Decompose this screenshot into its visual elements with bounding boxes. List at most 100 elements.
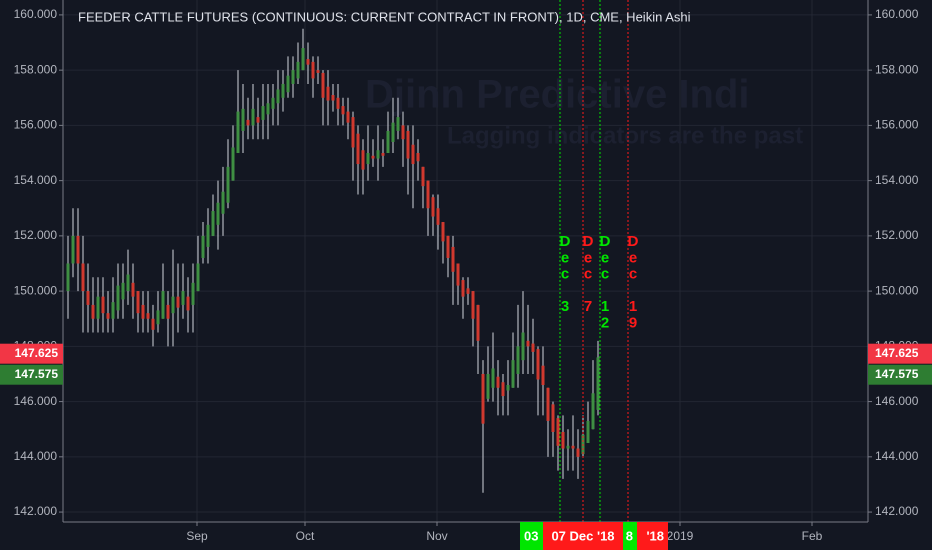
candle-body	[241, 108, 245, 131]
candle-body	[116, 285, 120, 311]
x-tick-label: Oct	[296, 529, 315, 543]
y-tick-label: 150.000	[875, 283, 919, 297]
candle-body	[451, 246, 455, 272]
candle-body	[211, 211, 215, 236]
candle-body	[381, 153, 385, 156]
y-tick-label: 142.000	[14, 504, 58, 518]
candle-body	[506, 385, 510, 391]
candle-body	[336, 97, 340, 109]
candle-body	[206, 224, 210, 247]
candle-body	[111, 302, 115, 319]
candle-body	[586, 420, 590, 444]
candle-body	[296, 61, 300, 79]
candle-body	[141, 304, 145, 319]
candle-body	[236, 111, 240, 154]
x-tick-label: Sep	[186, 529, 208, 543]
y-tick-label: 156.000	[875, 118, 919, 132]
candle-body	[301, 48, 305, 71]
candle-body	[406, 130, 410, 159]
y-tick-label: 144.000	[875, 449, 919, 463]
candle-body	[386, 130, 390, 154]
candle-body	[471, 291, 475, 319]
candle-body	[146, 313, 150, 319]
price-tag-label: 147.575	[875, 367, 919, 381]
candle-body	[196, 263, 200, 292]
candle-body	[71, 235, 75, 264]
x-tick-label: 2019	[667, 529, 694, 543]
candle-body	[536, 349, 540, 380]
date-axis-label: 03	[524, 528, 538, 543]
candle-body	[126, 274, 130, 292]
candle-body	[441, 222, 445, 242]
y-tick-label: 150.000	[14, 283, 58, 297]
candle-body	[396, 117, 400, 131]
candle-body	[156, 310, 160, 325]
candle-body	[286, 75, 290, 93]
candle-body	[531, 343, 535, 352]
y-tick-label: 152.000	[875, 228, 919, 242]
y-tick-label: 158.000	[875, 62, 919, 76]
candle-body	[136, 291, 140, 314]
candle-body	[366, 153, 370, 165]
candle-body	[261, 106, 265, 120]
candle-body	[541, 365, 545, 386]
candle-body	[496, 376, 500, 388]
candle-body	[546, 387, 550, 421]
candle-body	[466, 288, 470, 294]
candle-body	[431, 197, 435, 217]
y-tick-label: 146.000	[875, 394, 919, 408]
candle-body	[171, 296, 175, 314]
candle-body	[201, 235, 205, 258]
candle-body	[416, 153, 420, 162]
candle-body	[281, 83, 285, 98]
candle-body	[556, 418, 560, 446]
candle-body	[326, 86, 330, 101]
candle-body	[151, 318, 155, 330]
candle-body	[361, 150, 365, 170]
candle-body	[181, 291, 185, 305]
date-axis-box	[543, 522, 623, 550]
candle-body	[311, 61, 315, 79]
y-tick-label: 158.000	[14, 62, 58, 76]
candle-body	[346, 111, 350, 123]
candle-body	[376, 150, 380, 159]
candle-body	[596, 357, 600, 410]
candle-body	[216, 202, 220, 225]
price-tag-label: 147.625	[15, 346, 59, 360]
y-tick-label: 160.000	[14, 7, 58, 21]
candle-body	[411, 144, 415, 165]
price-tag	[0, 343, 63, 364]
candle-body	[356, 133, 360, 165]
candle-body	[226, 166, 230, 203]
candle-body	[576, 448, 580, 457]
candle-body	[551, 404, 555, 432]
candle-body	[521, 332, 525, 361]
candle-body	[476, 304, 480, 341]
y-tick-label: 144.000	[14, 449, 58, 463]
candle-body	[481, 373, 485, 424]
price-tag	[868, 364, 932, 385]
candle-body	[391, 122, 395, 142]
candle-body	[246, 119, 250, 126]
watermark-subtitle: Lagging indicators are the past	[447, 122, 803, 149]
candle-body	[316, 70, 320, 73]
candle-body	[251, 108, 255, 126]
right-axis	[868, 0, 932, 522]
candle-body	[291, 70, 295, 84]
candle-body	[561, 431, 565, 449]
x-tick-label: Nov	[426, 529, 447, 543]
candle-body	[321, 72, 325, 98]
date-axis-label: 07 Dec '18	[551, 528, 614, 543]
candle-body	[501, 382, 505, 397]
candle-body	[516, 346, 520, 374]
candle-body	[256, 117, 260, 123]
candle-body	[221, 191, 225, 214]
price-tag-label: 147.575	[15, 367, 59, 381]
candle-body	[426, 180, 430, 209]
